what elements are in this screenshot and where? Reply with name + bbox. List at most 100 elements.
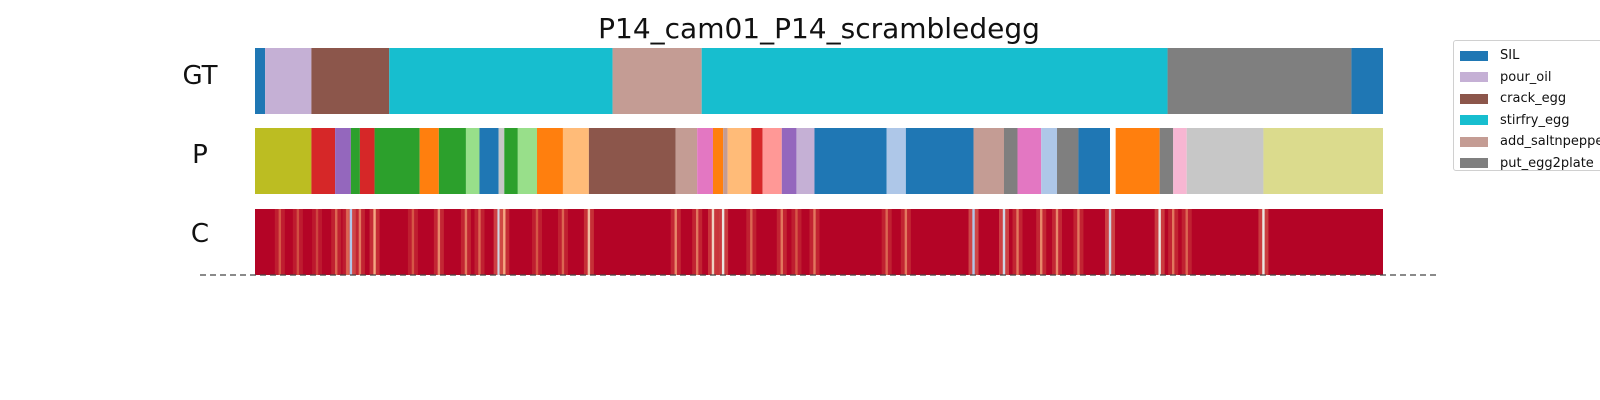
legend-item: add_saltnpepper — [1460, 131, 1600, 153]
confidence-dip-29 — [1016, 209, 1019, 275]
confidence-dip-14 — [535, 209, 539, 275]
confidence-dip-19 — [711, 209, 715, 275]
confidence-dip-1 — [296, 209, 300, 275]
segment-p-21 — [751, 128, 763, 194]
confidence-dip-11 — [478, 209, 481, 275]
confidence-dip-33 — [1108, 209, 1112, 275]
confidence-dip-0 — [278, 209, 282, 275]
legend-item: stirfry_egg — [1460, 110, 1600, 132]
segment-p-25 — [814, 128, 887, 194]
confidence-dip-6 — [358, 209, 362, 275]
segment-p-29 — [1003, 128, 1018, 194]
confidence-dip-15 — [561, 209, 565, 275]
segment-p-5 — [374, 128, 420, 194]
segment-gt-6 — [1167, 48, 1352, 114]
segment-gt-3 — [389, 48, 613, 114]
row-label-p: P — [192, 140, 208, 170]
segment-gt-7 — [1351, 48, 1383, 114]
confidence-dip-18 — [695, 209, 699, 275]
segment-gt-4 — [612, 48, 702, 114]
row-label-c: C — [190, 219, 210, 249]
segment-p-3 — [350, 128, 360, 194]
segment-p-2 — [335, 128, 351, 194]
legend-swatch — [1460, 136, 1488, 147]
confidence-dip-25 — [885, 209, 888, 275]
segment-p-4 — [359, 128, 375, 194]
segment-p-6 — [419, 128, 439, 194]
segment-p-36 — [1159, 128, 1174, 194]
confidence-dip-16 — [587, 209, 591, 275]
segment-p-27 — [905, 128, 974, 194]
segment-p-37 — [1173, 128, 1187, 194]
segment-p-34 — [1110, 128, 1116, 194]
segment-gt-5 — [701, 48, 1168, 114]
confidence-dip-5 — [349, 209, 353, 275]
confidence-dip-8 — [411, 209, 415, 275]
segment-p-32 — [1057, 128, 1079, 194]
confidence-dip-36 — [1185, 209, 1188, 275]
confidence-dip-2 — [315, 209, 319, 275]
segment-p-18 — [712, 128, 724, 194]
legend-swatch — [1460, 72, 1488, 83]
legend-swatch — [1460, 158, 1488, 169]
legend-label: put_egg2plate — [1500, 155, 1594, 171]
legend: SIL pour_oil crack_egg stirfry_egg add_saltn… — [1453, 40, 1600, 171]
confidence-dip-7 — [373, 209, 376, 275]
segment-p-31 — [1041, 128, 1058, 194]
row-label-gt: GT — [182, 61, 218, 91]
segment-gt-1 — [265, 48, 312, 114]
legend-item: SIL — [1460, 45, 1600, 67]
confidence-dip-32 — [1077, 209, 1080, 275]
segment-p-0 — [255, 128, 312, 194]
segment-p-28 — [973, 128, 1004, 194]
legend-label: SIL — [1500, 48, 1520, 64]
segment-p-39 — [1263, 128, 1383, 194]
segment-p-19 — [723, 128, 728, 194]
confidence-dip-37 — [1262, 209, 1265, 275]
segment-p-38 — [1186, 128, 1264, 194]
chart-title: P14_cam01_P14_scrambledegg — [598, 12, 1040, 45]
segment-p-24 — [796, 128, 815, 194]
segment-p-16 — [675, 128, 698, 194]
segment-p-15 — [588, 128, 676, 194]
segment-p-30 — [1017, 128, 1042, 194]
confidence-dip-31 — [1055, 209, 1059, 275]
segment-p-12 — [517, 128, 537, 194]
segment-p-13 — [537, 128, 563, 194]
segment-p-8 — [465, 128, 480, 194]
confidence-dip-10 — [464, 209, 468, 275]
confidence-dip-35 — [1171, 209, 1175, 275]
confidence-dip-27 — [972, 209, 975, 275]
segment-p-7 — [438, 128, 466, 194]
confidence-dip-3 — [335, 209, 338, 275]
confidence-dip-21 — [750, 209, 753, 275]
segment-p-23 — [781, 128, 797, 194]
confidence-dip-34 — [1158, 209, 1161, 275]
legend-swatch — [1460, 93, 1488, 104]
segment-gt-2 — [311, 48, 390, 114]
segment-p-1 — [311, 128, 336, 194]
segment-p-17 — [697, 128, 713, 194]
segment-p-11 — [504, 128, 518, 194]
legend-label: pour_oil — [1500, 69, 1552, 85]
segment-gt-0 — [255, 48, 266, 114]
confidence-dip-22 — [780, 209, 783, 275]
segment-p-10 — [498, 128, 505, 194]
legend-swatch — [1460, 115, 1488, 126]
confidence-dip-28 — [1002, 209, 1006, 275]
confidence-dip-9 — [437, 209, 441, 275]
legend-item: pour_oil — [1460, 67, 1600, 89]
confidence-dip-12 — [497, 209, 500, 275]
legend-label: stirfry_egg — [1500, 112, 1570, 128]
segment-p-14 — [562, 128, 589, 194]
segment-p-20 — [727, 128, 752, 194]
legend-label: crack_egg — [1500, 91, 1567, 107]
confidence-dip-23 — [795, 209, 798, 275]
confidence-dip-24 — [813, 209, 816, 275]
confidence-dip-26 — [904, 209, 908, 275]
segment-p-9 — [479, 128, 499, 194]
segment-p-35 — [1115, 128, 1160, 194]
segment-p-33 — [1078, 128, 1111, 194]
